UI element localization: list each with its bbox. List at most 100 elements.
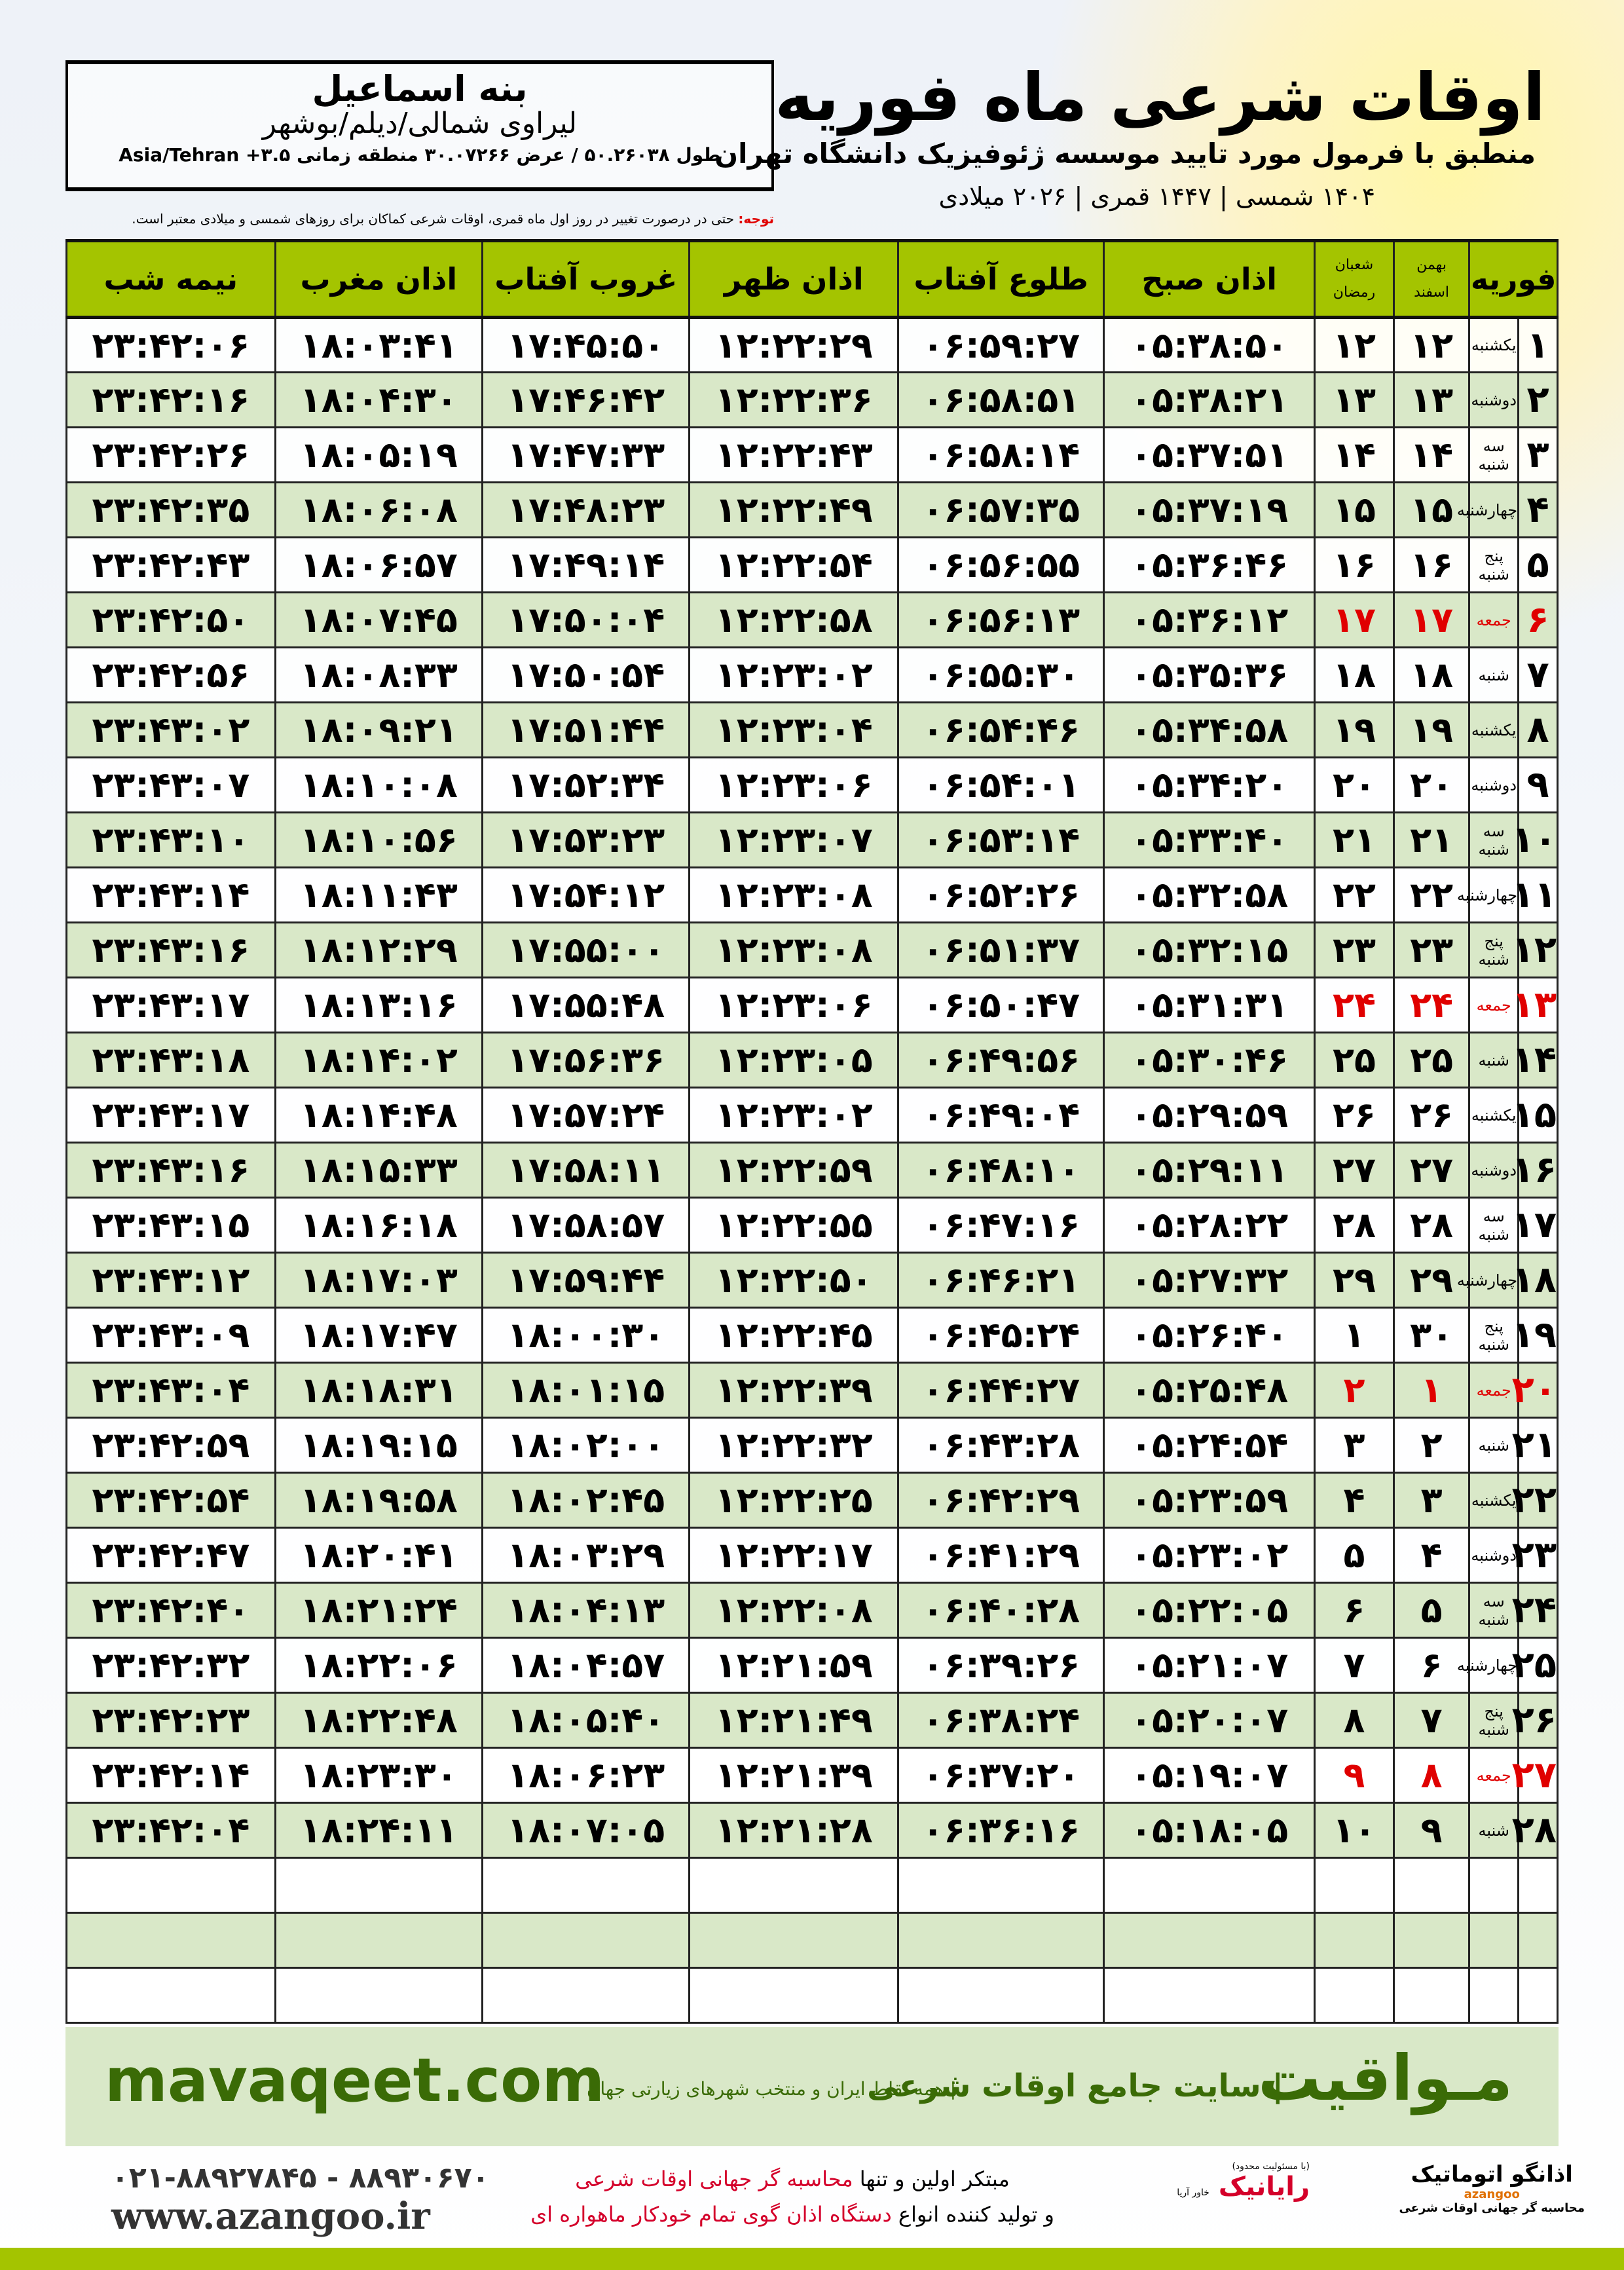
midnight-time: ۲۳:۴۳:۱۸	[65, 1032, 276, 1088]
mavaqeet-url[interactable]: mavaqeet.com	[105, 2045, 605, 2115]
sunrise-time: ۰۶:۵۱:۳۷	[897, 921, 1105, 978]
sunset-time: ۱۷:۵۰:۵۴	[481, 646, 691, 703]
header-shamsi-bottom: اسفند	[1414, 284, 1450, 301]
sunrise-time: ۰۶:۴۲:۲۹	[897, 1472, 1105, 1529]
table-row: ۱۲ پنج شنبه ۲۳ ۲۳ ۰۵:۳۲:۱۵ ۰۶:۵۱:۳۷ ۱۲:۲۳:۰۸ ۱۷…	[65, 921, 1559, 978]
day-number: ۱۸	[1512, 1252, 1559, 1309]
midnight-time: ۲۳:۴۲:۱۶	[65, 371, 276, 428]
qamari-day: ۱۵	[1314, 481, 1395, 538]
weekday: سه شنبه	[1468, 1582, 1520, 1639]
table-row: ۱۱ چهارشنبه ۲۲ ۲۲ ۰۵:۳۲:۵۸ ۰۶:۵۲:۲۶ ۱۲:۲۳:۰۸ ۱۷…	[65, 866, 1559, 923]
table-row: ۲۲ یکشنبه ۳ ۴ ۰۵:۲۳:۵۹ ۰۶:۴۲:۲۹ ۱۲:۲۲:۲۵ ۱۸:۰۲:…	[65, 1472, 1559, 1529]
footer-phone: ۰۲۱-۸۸۹۲۷۸۴۵ - ۸۸۹۳۰۶۷۰	[111, 2161, 490, 2195]
midnight-time: ۲۳:۴۳:۱۶	[65, 1142, 276, 1199]
fajr-time: ۰۵:۱۹:۰۷	[1103, 1747, 1316, 1804]
empty-cell	[1468, 1967, 1520, 2024]
midnight-time: ۲۳:۴۳:۱۲	[65, 1252, 276, 1309]
empty-cell	[1103, 1857, 1316, 1914]
midnight-time: ۲۳:۴۲:۴۳	[65, 536, 276, 593]
sunset-time: ۱۷:۵۳:۲۳	[481, 811, 691, 868]
shamsi-day: ۳۰	[1392, 1307, 1471, 1364]
fajr-time: ۰۵:۱۸:۰۵	[1103, 1802, 1316, 1859]
day-number: ۲۳	[1512, 1527, 1559, 1584]
maghrib-time: ۱۸:۱۸:۳۱	[274, 1362, 484, 1419]
dhuhr-time: ۱۲:۲۳:۰۵	[688, 1032, 900, 1088]
day-number: ۲۴	[1512, 1582, 1559, 1639]
shamsi-day: ۲۳	[1392, 921, 1471, 978]
qamari-day: ۱۰	[1314, 1802, 1395, 1859]
midnight-time: ۲۳:۴۲:۴۰	[65, 1582, 276, 1639]
sunset-time: ۱۷:۵۶:۳۶	[481, 1032, 691, 1088]
shamsi-day: ۶	[1392, 1637, 1471, 1694]
empty-cell	[481, 1912, 691, 1969]
header-shamsi-top: بهمن	[1416, 257, 1447, 274]
sunset-time: ۱۸:۰۵:۴۰	[481, 1692, 691, 1749]
header-sunset: غروب آفتاب	[481, 239, 691, 319]
fajr-time: ۰۵:۳۴:۵۸	[1103, 701, 1316, 758]
qamari-day: ۴	[1314, 1472, 1395, 1529]
header-qamari-bottom: رمضان	[1333, 284, 1376, 301]
table-row: ۲ دوشنبه ۱۳ ۱۳ ۰۵:۳۸:۲۱ ۰۶:۵۸:۵۱ ۱۲:۲۲:۳۶ ۱۷:۴۶…	[65, 371, 1559, 428]
day-number: ۱۴	[1512, 1032, 1559, 1088]
maghrib-time: ۱۸:۱۷:۰۳	[274, 1252, 484, 1309]
day-number: ۱۵	[1512, 1087, 1559, 1144]
table-row: ۱۶ دوشنبه ۲۷ ۲۷ ۰۵:۲۹:۱۱ ۰۶:۴۸:۱۰ ۱۲:۲۲:۵۹ ۱۷:۵…	[65, 1142, 1559, 1199]
empty-cell	[65, 1857, 276, 1914]
sunset-time: ۱۷:۴۵:۵۰	[481, 316, 691, 373]
header-qamari-top: شعبان	[1335, 257, 1374, 274]
day-number: ۱۱	[1512, 866, 1559, 923]
empty-cell	[897, 1857, 1105, 1914]
maghrib-time: ۱۸:۰۳:۴۱	[274, 316, 484, 373]
fajr-time: ۰۵:۳۸:۲۱	[1103, 371, 1316, 428]
shamsi-day: ۱۹	[1392, 701, 1471, 758]
qamari-day: ۸	[1314, 1692, 1395, 1749]
empty-cell	[274, 1912, 484, 1969]
maghrib-time: ۱۸:۱۹:۵۸	[274, 1472, 484, 1529]
table-row: ۲۳ دوشنبه ۴ ۵ ۰۵:۲۳:۰۲ ۰۶:۴۱:۲۹ ۱۲:۲۲:۱۷ ۱۸:۰۳:…	[65, 1527, 1559, 1584]
footer-line2a: و تولید کننده انواع	[891, 2202, 1054, 2227]
table-body: ۱ یکشنبه ۱۲ ۱۲ ۰۵:۳۸:۵۰ ۰۶:۵۹:۲۷ ۱۲:۲۲:۲۹ ۱۷:۴۵…	[65, 316, 1559, 2024]
dhuhr-time: ۱۲:۲۳:۰۶	[688, 756, 900, 813]
day-number: ۲۲	[1512, 1472, 1559, 1529]
dhuhr-time: ۱۲:۲۲:۴۳	[688, 426, 900, 483]
table-row: ۳ سه شنبه ۱۴ ۱۴ ۰۵:۳۷:۵۱ ۰۶:۵۸:۱۴ ۱۲:۲۲:۴۳ ۱۷:۴…	[65, 426, 1559, 483]
day-number: ۱	[1517, 316, 1559, 373]
table-row: ۲۶ پنج شنبه ۷ ۸ ۰۵:۲۰:۰۷ ۰۶:۳۸:۲۴ ۱۲:۲۱:۴۹ ۱۸:۰…	[65, 1692, 1559, 1749]
empty-cell	[688, 1857, 900, 1914]
dhuhr-time: ۱۲:۲۲:۳۹	[688, 1362, 900, 1419]
maghrib-time: ۱۸:۰۹:۲۱	[274, 701, 484, 758]
shamsi-day: ۱۸	[1392, 646, 1471, 703]
weekday: دوشنبه	[1468, 1142, 1520, 1199]
sunrise-time: ۰۶:۴۶:۲۱	[897, 1252, 1105, 1309]
sunset-time: ۱۸:۰۶:۲۳	[481, 1747, 691, 1804]
sunset-time: ۱۷:۵۵:۰۰	[481, 921, 691, 978]
note-text: حتی در درصورت تغییر در روز اول ماه قمری،…	[132, 211, 739, 227]
footer-website[interactable]: www.azangoo.ir	[111, 2195, 430, 2238]
sunset-time: ۱۸:۰۴:۱۳	[481, 1582, 691, 1639]
maghrib-time: ۱۸:۲۱:۲۴	[274, 1582, 484, 1639]
empty-cell	[1392, 1857, 1471, 1914]
empty-cell	[274, 1857, 484, 1914]
day-number: ۲۸	[1512, 1802, 1559, 1859]
page-title: اوقات شرعی ماه فوریه	[775, 59, 1545, 136]
location-region: لیراوی شمالی/دیلم/بوشهر	[262, 107, 578, 140]
table-row: ۵ پنج شنبه ۱۶ ۱۶ ۰۵:۳۶:۴۶ ۰۶:۵۶:۵۵ ۱۲:۲۲:۵۴ ۱۷:…	[65, 536, 1559, 593]
empty-row	[65, 1912, 1559, 1969]
dhuhr-time: ۱۲:۲۱:۳۹	[688, 1747, 900, 1804]
day-number: ۶	[1517, 591, 1559, 648]
day-number: ۱۲	[1512, 921, 1559, 978]
shamsi-day: ۱۶	[1392, 536, 1471, 593]
azangoo-logo-en: azangoo	[1464, 2187, 1520, 2201]
shamsi-day: ۱۴	[1392, 426, 1471, 483]
sunset-time: ۱۷:۴۹:۱۴	[481, 536, 691, 593]
fajr-time: ۰۵:۳۷:۵۱	[1103, 426, 1316, 483]
sunset-time: ۱۸:۰۳:۲۹	[481, 1527, 691, 1584]
midnight-time: ۲۳:۴۳:۱۵	[65, 1197, 276, 1254]
sunset-time: ۱۸:۰۷:۰۵	[481, 1802, 691, 1859]
weekday: یکشنبه	[1468, 316, 1520, 373]
header-month: فوریه	[1468, 239, 1559, 319]
midnight-time: ۲۳:۴۲:۵۶	[65, 646, 276, 703]
weekday: جمعه	[1468, 591, 1520, 648]
empty-cell	[1314, 1967, 1395, 2024]
sunrise-time: ۰۶:۵۰:۴۷	[897, 977, 1105, 1033]
